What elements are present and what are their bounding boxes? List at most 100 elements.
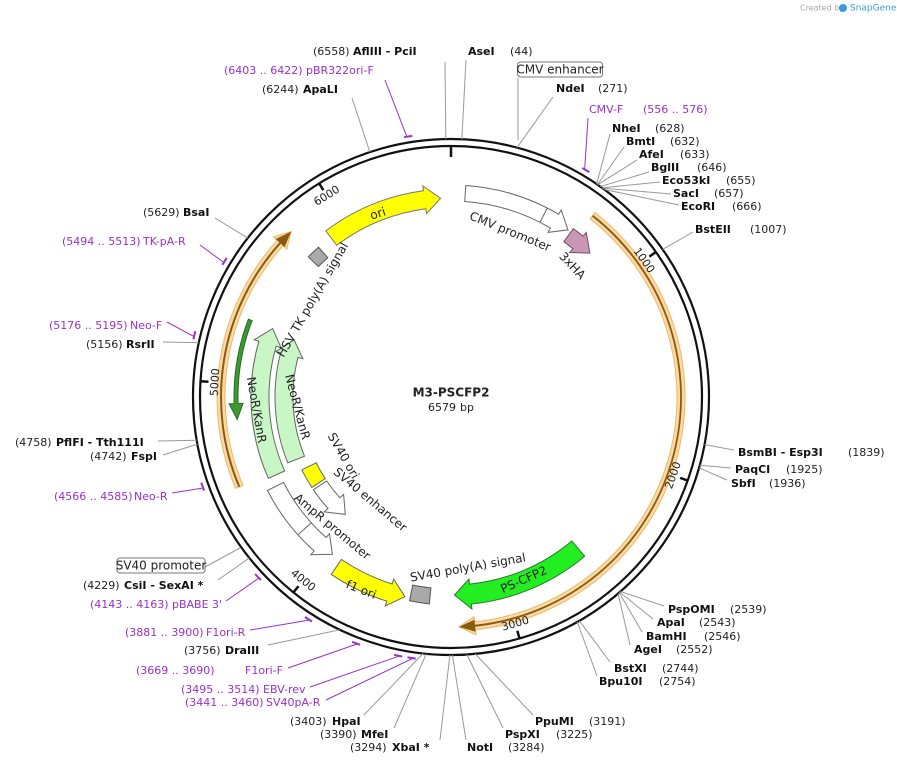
site-position: (1925) [786, 463, 823, 476]
brand-logo [839, 4, 847, 12]
site-name: AflIII - PciI [353, 45, 417, 58]
site-position: (3225) [556, 728, 593, 741]
site-leader [617, 593, 631, 646]
site-name: BstXI [614, 662, 647, 675]
site-leader [363, 653, 424, 716]
site-name: NheI [612, 122, 641, 135]
site-name: PspOMI [668, 603, 715, 616]
primer-range: (3441 .. 3460) [185, 696, 264, 709]
primer-range: (3669 .. 3690) [136, 664, 215, 677]
site-leader [576, 621, 598, 677]
feature-shape [301, 462, 326, 489]
primer-leader [584, 117, 589, 170]
site-position: (2744) [662, 662, 699, 675]
primer-range: (3495 .. 3514) [181, 683, 260, 696]
primer-leader [325, 657, 414, 701]
feature-label: 3xHA [556, 249, 589, 283]
plasmid-size: 6579 bp [428, 401, 474, 414]
site-leader [451, 654, 467, 741]
site-position: (1839) [848, 446, 885, 459]
feature-shape [274, 339, 306, 464]
site-position: (271) [598, 82, 628, 95]
feature-divider [297, 522, 312, 536]
feature-shape [266, 481, 333, 556]
site-position: (3756) [184, 644, 221, 657]
primer-leader [249, 619, 310, 631]
site-name: NdeI [556, 82, 585, 95]
feature-shape [325, 184, 442, 246]
primer-name: TK-pA-R [142, 235, 186, 248]
site-name: SbfI [731, 477, 756, 490]
primer-mark [581, 167, 590, 174]
site-position: (6558) [313, 45, 350, 58]
site-position: (632) [670, 135, 700, 148]
site-leader [619, 591, 654, 620]
site-leader [474, 653, 534, 716]
primer-range: (5176 .. 5195) [49, 319, 128, 332]
backbone-outer [191, 137, 711, 657]
feature-shape [408, 584, 432, 605]
site-position: (44) [510, 45, 533, 58]
site-position: (3294) [350, 741, 387, 754]
site-position: (3403) [290, 715, 327, 728]
site-position: (3191) [589, 715, 626, 728]
primer-leader [171, 487, 204, 494]
feature-shape [250, 327, 286, 479]
site-name: AfeI [639, 148, 664, 161]
feature-shape [312, 480, 346, 515]
site-leader [579, 620, 611, 663]
feature-box [116, 557, 206, 574]
site-leader [351, 97, 371, 153]
site-position: (2552) [676, 643, 713, 656]
site-leader [217, 557, 250, 581]
site-name: DraIII [225, 644, 259, 657]
feature-leader [204, 547, 241, 568]
primer-name: pBABE 3' [172, 598, 222, 611]
site-position: (2539) [730, 603, 767, 616]
ruler-tick [292, 585, 300, 594]
site-name: BamHI [646, 630, 687, 643]
site-position: (3390) [320, 728, 357, 741]
feature-shape [464, 184, 569, 234]
site-leader [602, 187, 672, 195]
primer-mark [393, 653, 403, 658]
site-leader [600, 171, 650, 188]
primer-range: (5494 .. 5513) [62, 235, 141, 248]
feature-label: ori [368, 204, 387, 222]
feature-shape [563, 228, 591, 254]
primer-mark [192, 330, 197, 340]
site-name: HpaI [332, 715, 361, 728]
site-name: Eco53kI [662, 174, 710, 187]
site-name: BmtI [626, 135, 655, 148]
primer-mark [304, 616, 313, 623]
site-name: BglII [651, 161, 679, 174]
site-name: ApaLI [303, 83, 338, 96]
created-by: Created by [800, 4, 844, 13]
site-position: (655) [726, 174, 756, 187]
site-leader [662, 231, 694, 250]
site-position: (1936) [769, 477, 806, 490]
primer-range: (556 .. 576) [643, 103, 708, 116]
primer-mark [351, 640, 361, 646]
site-position: (4229) [83, 579, 120, 592]
site-name: PspXI [505, 728, 540, 741]
ruler-label: 2000 [662, 460, 684, 491]
primer-mark [200, 482, 206, 491]
site-leader [704, 444, 735, 451]
site-name: PaqCI [735, 463, 770, 476]
site-leader [162, 443, 198, 456]
site-position: (6244) [262, 83, 299, 96]
primer-leader [309, 655, 400, 688]
primer-mark [254, 573, 262, 581]
primer-name: EBV-rev [263, 683, 306, 696]
primer-leader [225, 577, 260, 602]
site-position: (5156) [86, 338, 123, 351]
feature-label: SV40 promoter [116, 559, 207, 573]
ruler-tick [679, 476, 689, 482]
feature-label: CMV enhancer [516, 63, 603, 77]
site-name: AseI [468, 45, 495, 58]
site-name: FspI [131, 450, 157, 463]
site-leader [620, 591, 665, 607]
primer-name: Neo-R [134, 490, 168, 503]
